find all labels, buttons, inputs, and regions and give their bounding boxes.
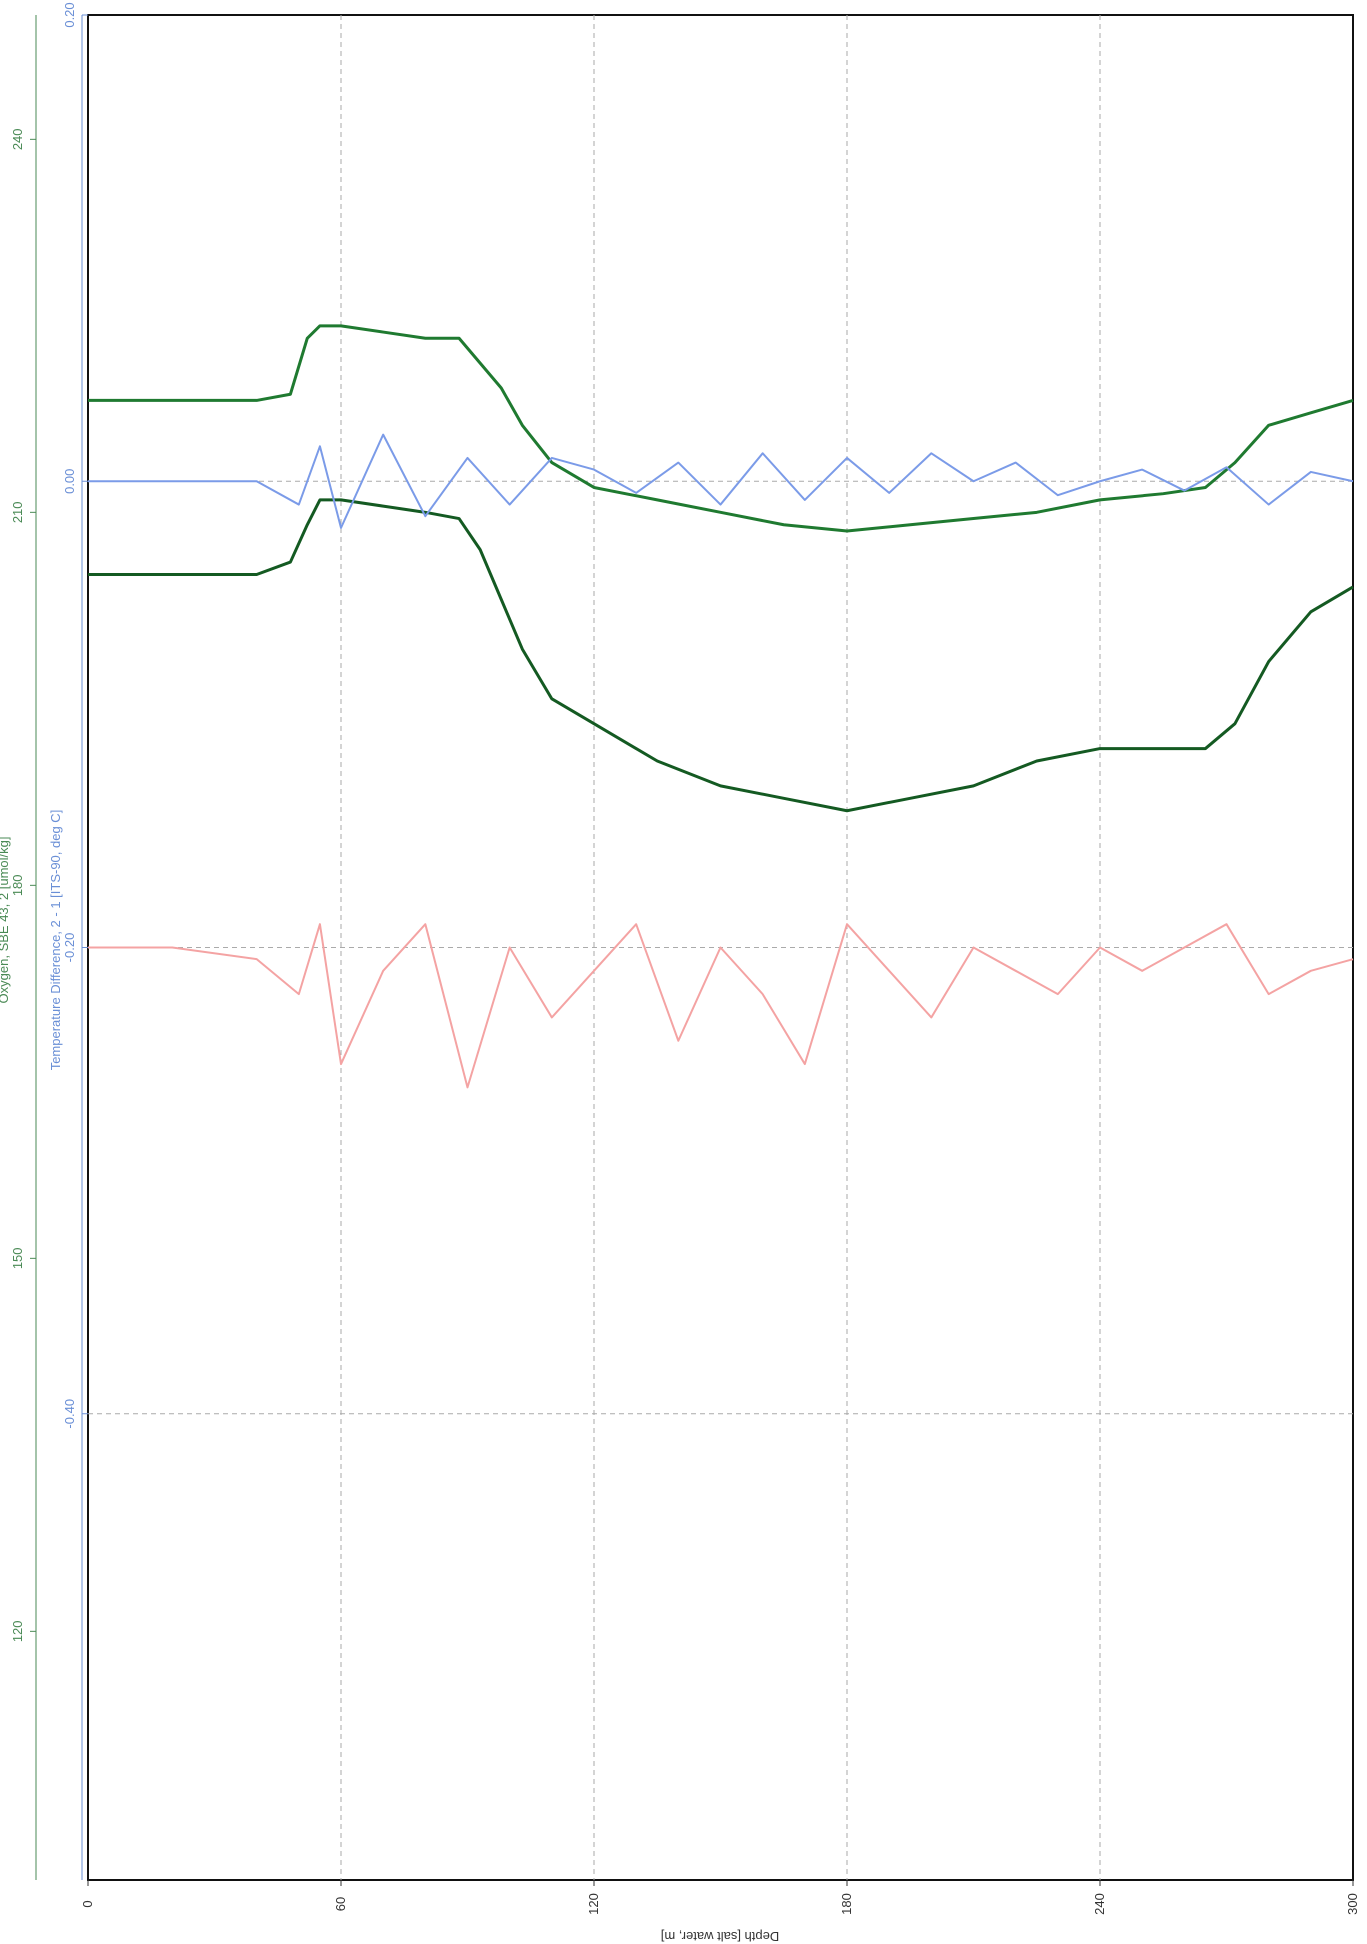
oxygen-axis-label: Oxygen, SBE 43, 2 [umol/kg] — [0, 837, 11, 1004]
temp-diff-tick-label-2: 0.00 — [62, 469, 77, 494]
depth-axis-ticks: 0 60 120 180 240 300 — [80, 1880, 1360, 1915]
series-line-0 — [88, 324, 1354, 533]
depth-tick-label-1: 60 — [333, 1897, 348, 1911]
temp-diff-axis-ticks: -0.40 -0.20 0.00 0.20 — [62, 2, 88, 1880]
temp-diff-axis-label: Temperature Difference, 2 - 1 [ITS-90, d… — [48, 810, 63, 1071]
oxygen-tick-label-1: 150 — [10, 1247, 25, 1269]
depth-tick-label-5: 300 — [1345, 1893, 1360, 1915]
depth-axis-label: Depth [salt water, m] — [661, 1929, 780, 1944]
oxygen-tick-label-4: 240 — [10, 128, 25, 150]
depth-tick-label-2: 120 — [586, 1893, 601, 1915]
oxygen-axis-ticks: 120 150 180 210 240 — [10, 15, 37, 1880]
oxygen-tick-label-0: 120 — [10, 1620, 25, 1642]
temp-diff-tick-label-0: -0.40 — [62, 1399, 77, 1429]
series-line-1 — [88, 498, 1354, 813]
temp-diff-tick-label-3: 0.20 — [62, 2, 77, 27]
temp-diff-tick-label-1: -0.20 — [62, 933, 77, 963]
series-line-2 — [88, 433, 1354, 529]
series-layer — [88, 324, 1354, 1089]
oxygen-tick-label-3: 210 — [10, 501, 25, 523]
oxygen-tick-label-2: 180 — [10, 874, 25, 896]
series-line-3 — [88, 923, 1354, 1089]
depth-tick-label-4: 240 — [1092, 1893, 1107, 1915]
depth-tick-label-0: 0 — [80, 1900, 95, 1907]
depth-tick-label-3: 180 — [839, 1893, 854, 1915]
